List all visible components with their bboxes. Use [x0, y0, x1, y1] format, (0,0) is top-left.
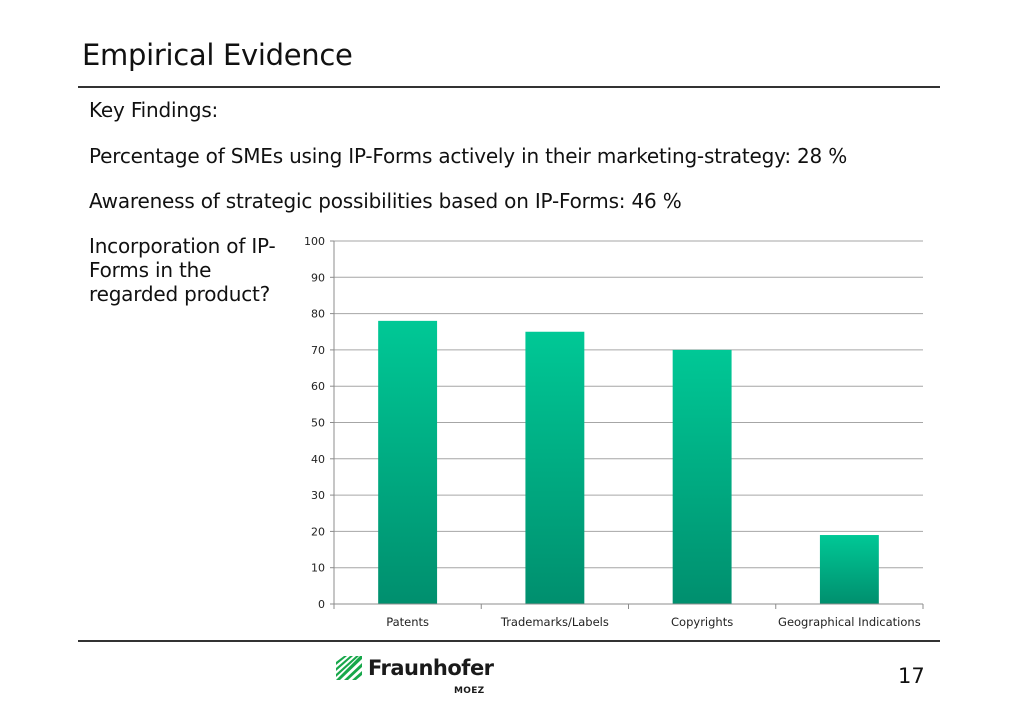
footer-divider	[78, 640, 940, 642]
y-tick-label: 10	[311, 562, 325, 575]
logo-stripe	[336, 656, 359, 677]
logo-stripe	[336, 656, 347, 665]
y-tick-label: 80	[311, 308, 325, 321]
chart-question: Incorporation of IP-Forms in the regarde…	[89, 234, 276, 306]
y-tick-label: 20	[311, 525, 325, 538]
y-tick-label: 0	[318, 598, 325, 611]
slide-title: Empirical Evidence	[82, 38, 353, 72]
finding-marketing-strategy: Percentage of SMEs using IP-Forms active…	[89, 144, 848, 168]
fraunhofer-logo: Fraunhofer MOEZ	[334, 654, 494, 702]
tick-labels: 0 10 20 30 40 50 60 70 80 90 100 Patents Trademarks/…	[304, 235, 921, 629]
fraunhofer-logo-icon	[336, 656, 362, 680]
brand-subtitle: MOEZ	[454, 686, 485, 696]
bar-geographical-indications	[819, 535, 879, 604]
title-divider	[78, 86, 940, 88]
axes	[330, 240, 924, 609]
y-tick-label: 70	[311, 344, 325, 357]
y-tick-label: 40	[311, 453, 325, 466]
x-tick-label: Copyrights	[671, 615, 733, 629]
bar-patents	[378, 320, 438, 604]
bar-chart: 0 10 20 30 40 50 60 70 80 90 100 Patents Trademarks/…	[304, 235, 924, 629]
x-tick-label: Patents	[386, 615, 429, 629]
bars	[378, 320, 879, 604]
y-tick-label: 50	[311, 417, 325, 430]
logo-stripe	[336, 656, 353, 671]
y-tick-label: 30	[311, 489, 325, 502]
key-findings-heading: Key Findings:	[89, 98, 219, 122]
bar-trademarks-labels	[525, 331, 585, 604]
x-tick-label: Trademarks/Labels	[500, 615, 609, 629]
y-tick-label: 100	[304, 235, 325, 248]
page-number: 17	[898, 664, 925, 688]
logo-stripe	[344, 663, 362, 680]
finding-awareness: Awareness of strategic possibilities bas…	[89, 189, 682, 213]
y-tick-label: 90	[311, 271, 325, 284]
bar-copyrights	[672, 349, 732, 604]
x-tick-label: Geographical Indications	[778, 615, 921, 629]
y-tick-label: 60	[311, 380, 325, 393]
brand-name: Fraunhofer	[368, 656, 494, 680]
logo-stripe	[336, 656, 362, 680]
logo-stripe	[352, 671, 362, 680]
